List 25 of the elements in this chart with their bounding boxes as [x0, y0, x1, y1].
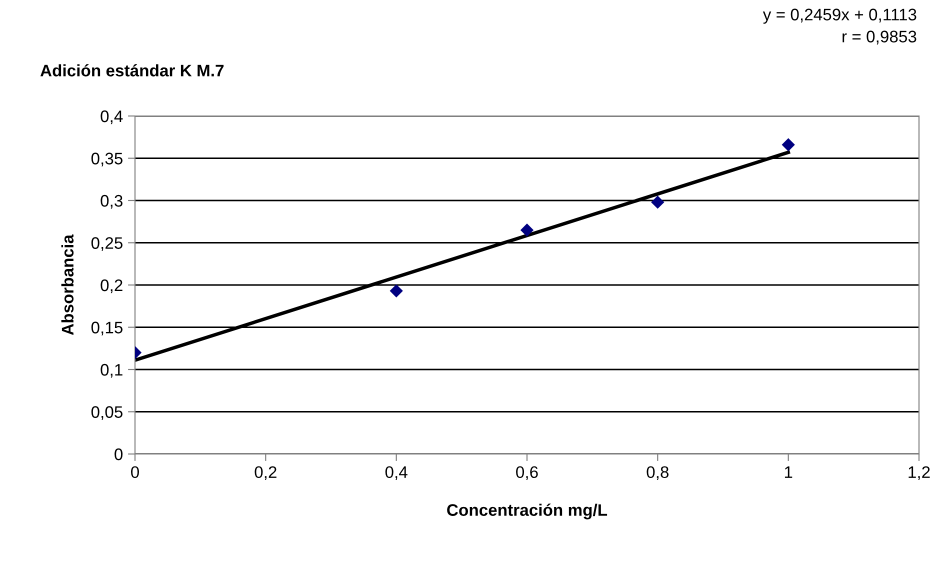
y-tick-label: 0,4 [100, 110, 123, 124]
point [782, 138, 795, 152]
y-tick-label: 0,35 [91, 152, 122, 166]
y-tick-label: 0,1 [100, 364, 122, 378]
point [520, 223, 534, 237]
x-tick-label: 0,6 [516, 466, 538, 480]
y-tick-label: 0,2 [100, 279, 122, 294]
point [651, 196, 664, 209]
x-axis-title: Concentración mg/L [447, 504, 608, 520]
x-tick-label: 0,2 [254, 466, 276, 480]
y-tick-label: 0,3 [100, 194, 122, 209]
y-axis-title: Absorbancia [61, 234, 74, 336]
x-tick-label: 1,2 [908, 466, 930, 480]
point [390, 284, 403, 298]
text: r = 0,9853 [842, 30, 916, 44]
x-tick-label: 1 [784, 466, 792, 478]
y-tick-label: 0 [114, 448, 123, 460]
chart-title: Adición estándar K M.7 [40, 64, 224, 76]
x-tick-label: 0 [131, 466, 139, 478]
x-tick-label: 0,8 [646, 466, 669, 480]
y-tick-label: 0,05 [91, 406, 122, 420]
y-tick-label: 0,15 [91, 322, 122, 336]
text: y = 0,2459x + 0,1113 [762, 8, 916, 24]
x-tick-label: 0,4 [385, 466, 408, 480]
y-tick-label: 0,25 [91, 237, 122, 251]
